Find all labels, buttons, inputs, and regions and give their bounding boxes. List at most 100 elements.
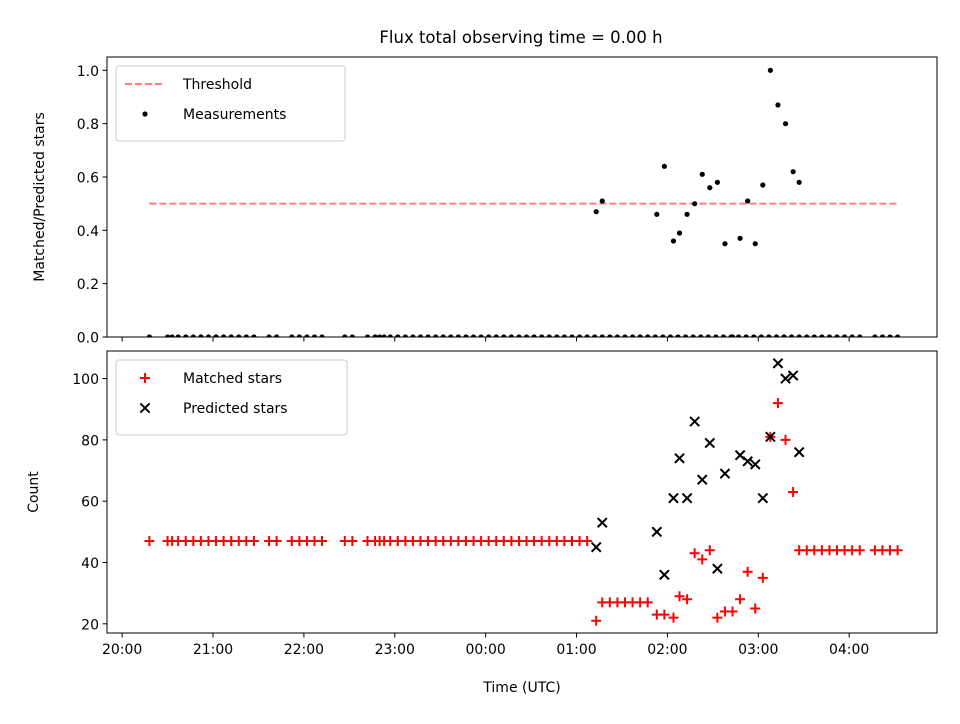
data-point <box>780 373 791 384</box>
data-point <box>735 334 742 337</box>
data-point <box>681 492 693 504</box>
data-point <box>775 102 781 108</box>
y-axis-label: Matched/Predicted stars <box>32 112 48 282</box>
y-tick-label: 0.8 <box>77 117 99 133</box>
data-point <box>749 459 761 470</box>
data-point <box>722 241 728 247</box>
data-point <box>684 211 690 217</box>
ratio-panel: 0.0 0.2 0.4 0.6 0.8 1.0 Matched/Predicted star… <box>32 56 938 347</box>
legend: Matched stars Predicted stars <box>115 359 348 436</box>
data-point <box>788 487 799 497</box>
data-point <box>743 334 749 337</box>
data-point <box>696 474 708 486</box>
y-tick-label: 1.0 <box>77 64 99 80</box>
data-point <box>319 334 325 337</box>
x-tick-label: 00:00 <box>465 642 505 658</box>
plot-frame <box>106 56 938 338</box>
data-point <box>704 545 715 556</box>
data-point <box>576 334 583 337</box>
data-point <box>248 536 259 547</box>
data-point <box>727 606 738 617</box>
data-point <box>523 334 530 337</box>
data-point <box>251 334 257 337</box>
x-tick-label: 20:00 <box>102 642 142 658</box>
data-point <box>720 334 727 337</box>
legend-box <box>115 65 346 142</box>
data-point <box>879 334 886 337</box>
data-point <box>751 334 757 337</box>
data-point <box>773 334 780 337</box>
data-point <box>674 591 685 602</box>
x-tick-label: 01:00 <box>556 642 596 658</box>
data-point <box>734 449 746 461</box>
data-point <box>213 334 219 337</box>
data-point <box>289 334 295 337</box>
y-tick-label: 0.6 <box>77 171 99 187</box>
y-tick-label: 0.0 <box>77 331 99 347</box>
data-point <box>599 334 605 337</box>
data-point <box>463 334 469 337</box>
data-point <box>448 334 454 337</box>
data-point <box>895 334 901 337</box>
data-point <box>175 334 181 337</box>
data-point <box>372 334 378 337</box>
data-point <box>714 179 720 185</box>
data-point <box>561 334 568 337</box>
data-point <box>645 334 651 337</box>
data-point <box>705 334 711 337</box>
y-tick-label: 100 <box>72 372 99 388</box>
data-point <box>735 594 746 605</box>
data-point <box>689 548 700 559</box>
data-point <box>144 536 155 547</box>
data-point <box>667 334 674 337</box>
data-point <box>311 334 318 337</box>
data-point <box>811 334 817 337</box>
data-point <box>554 334 560 337</box>
data-point <box>236 334 242 337</box>
data-point <box>707 185 713 191</box>
data-point <box>183 334 189 337</box>
x-tick-label: 03:00 <box>738 642 778 658</box>
data-point <box>381 334 387 337</box>
data-point <box>164 334 171 337</box>
y-tick-label: 0.4 <box>77 224 99 240</box>
data-point <box>402 334 408 337</box>
data-point <box>410 334 416 337</box>
data-point <box>758 334 764 337</box>
data-point <box>698 334 704 337</box>
data-point <box>266 334 272 337</box>
data-point <box>668 612 679 623</box>
data-point <box>849 334 855 337</box>
data-point <box>629 334 636 337</box>
data-point <box>757 492 769 504</box>
data-point <box>692 201 698 207</box>
data-point <box>790 169 796 175</box>
x-axis-label: Time (UTC) <box>482 680 560 696</box>
data-point <box>872 334 878 337</box>
data-point <box>772 357 784 369</box>
data-point <box>387 334 393 337</box>
data-point <box>765 431 776 443</box>
y-axis-label: Count <box>26 471 42 513</box>
data-point <box>139 402 151 414</box>
data-point <box>842 334 848 337</box>
data-point <box>772 398 783 409</box>
data-point <box>516 334 522 337</box>
data-point <box>690 334 696 337</box>
data-point <box>501 334 507 337</box>
data-point <box>674 452 685 464</box>
y-tick-label: 80 <box>81 433 99 449</box>
data-point <box>780 434 791 445</box>
data-point <box>478 334 484 337</box>
data-point <box>781 334 787 337</box>
data-layer <box>144 357 903 626</box>
data-point <box>766 334 772 337</box>
x-tick-label: 02:00 <box>647 642 687 658</box>
y-tick-label: 20 <box>81 617 99 633</box>
data-point <box>271 536 282 547</box>
data-point <box>892 545 903 556</box>
data-point <box>582 536 593 547</box>
data-point <box>857 334 863 337</box>
data-point <box>787 370 799 381</box>
data-point <box>675 334 681 337</box>
